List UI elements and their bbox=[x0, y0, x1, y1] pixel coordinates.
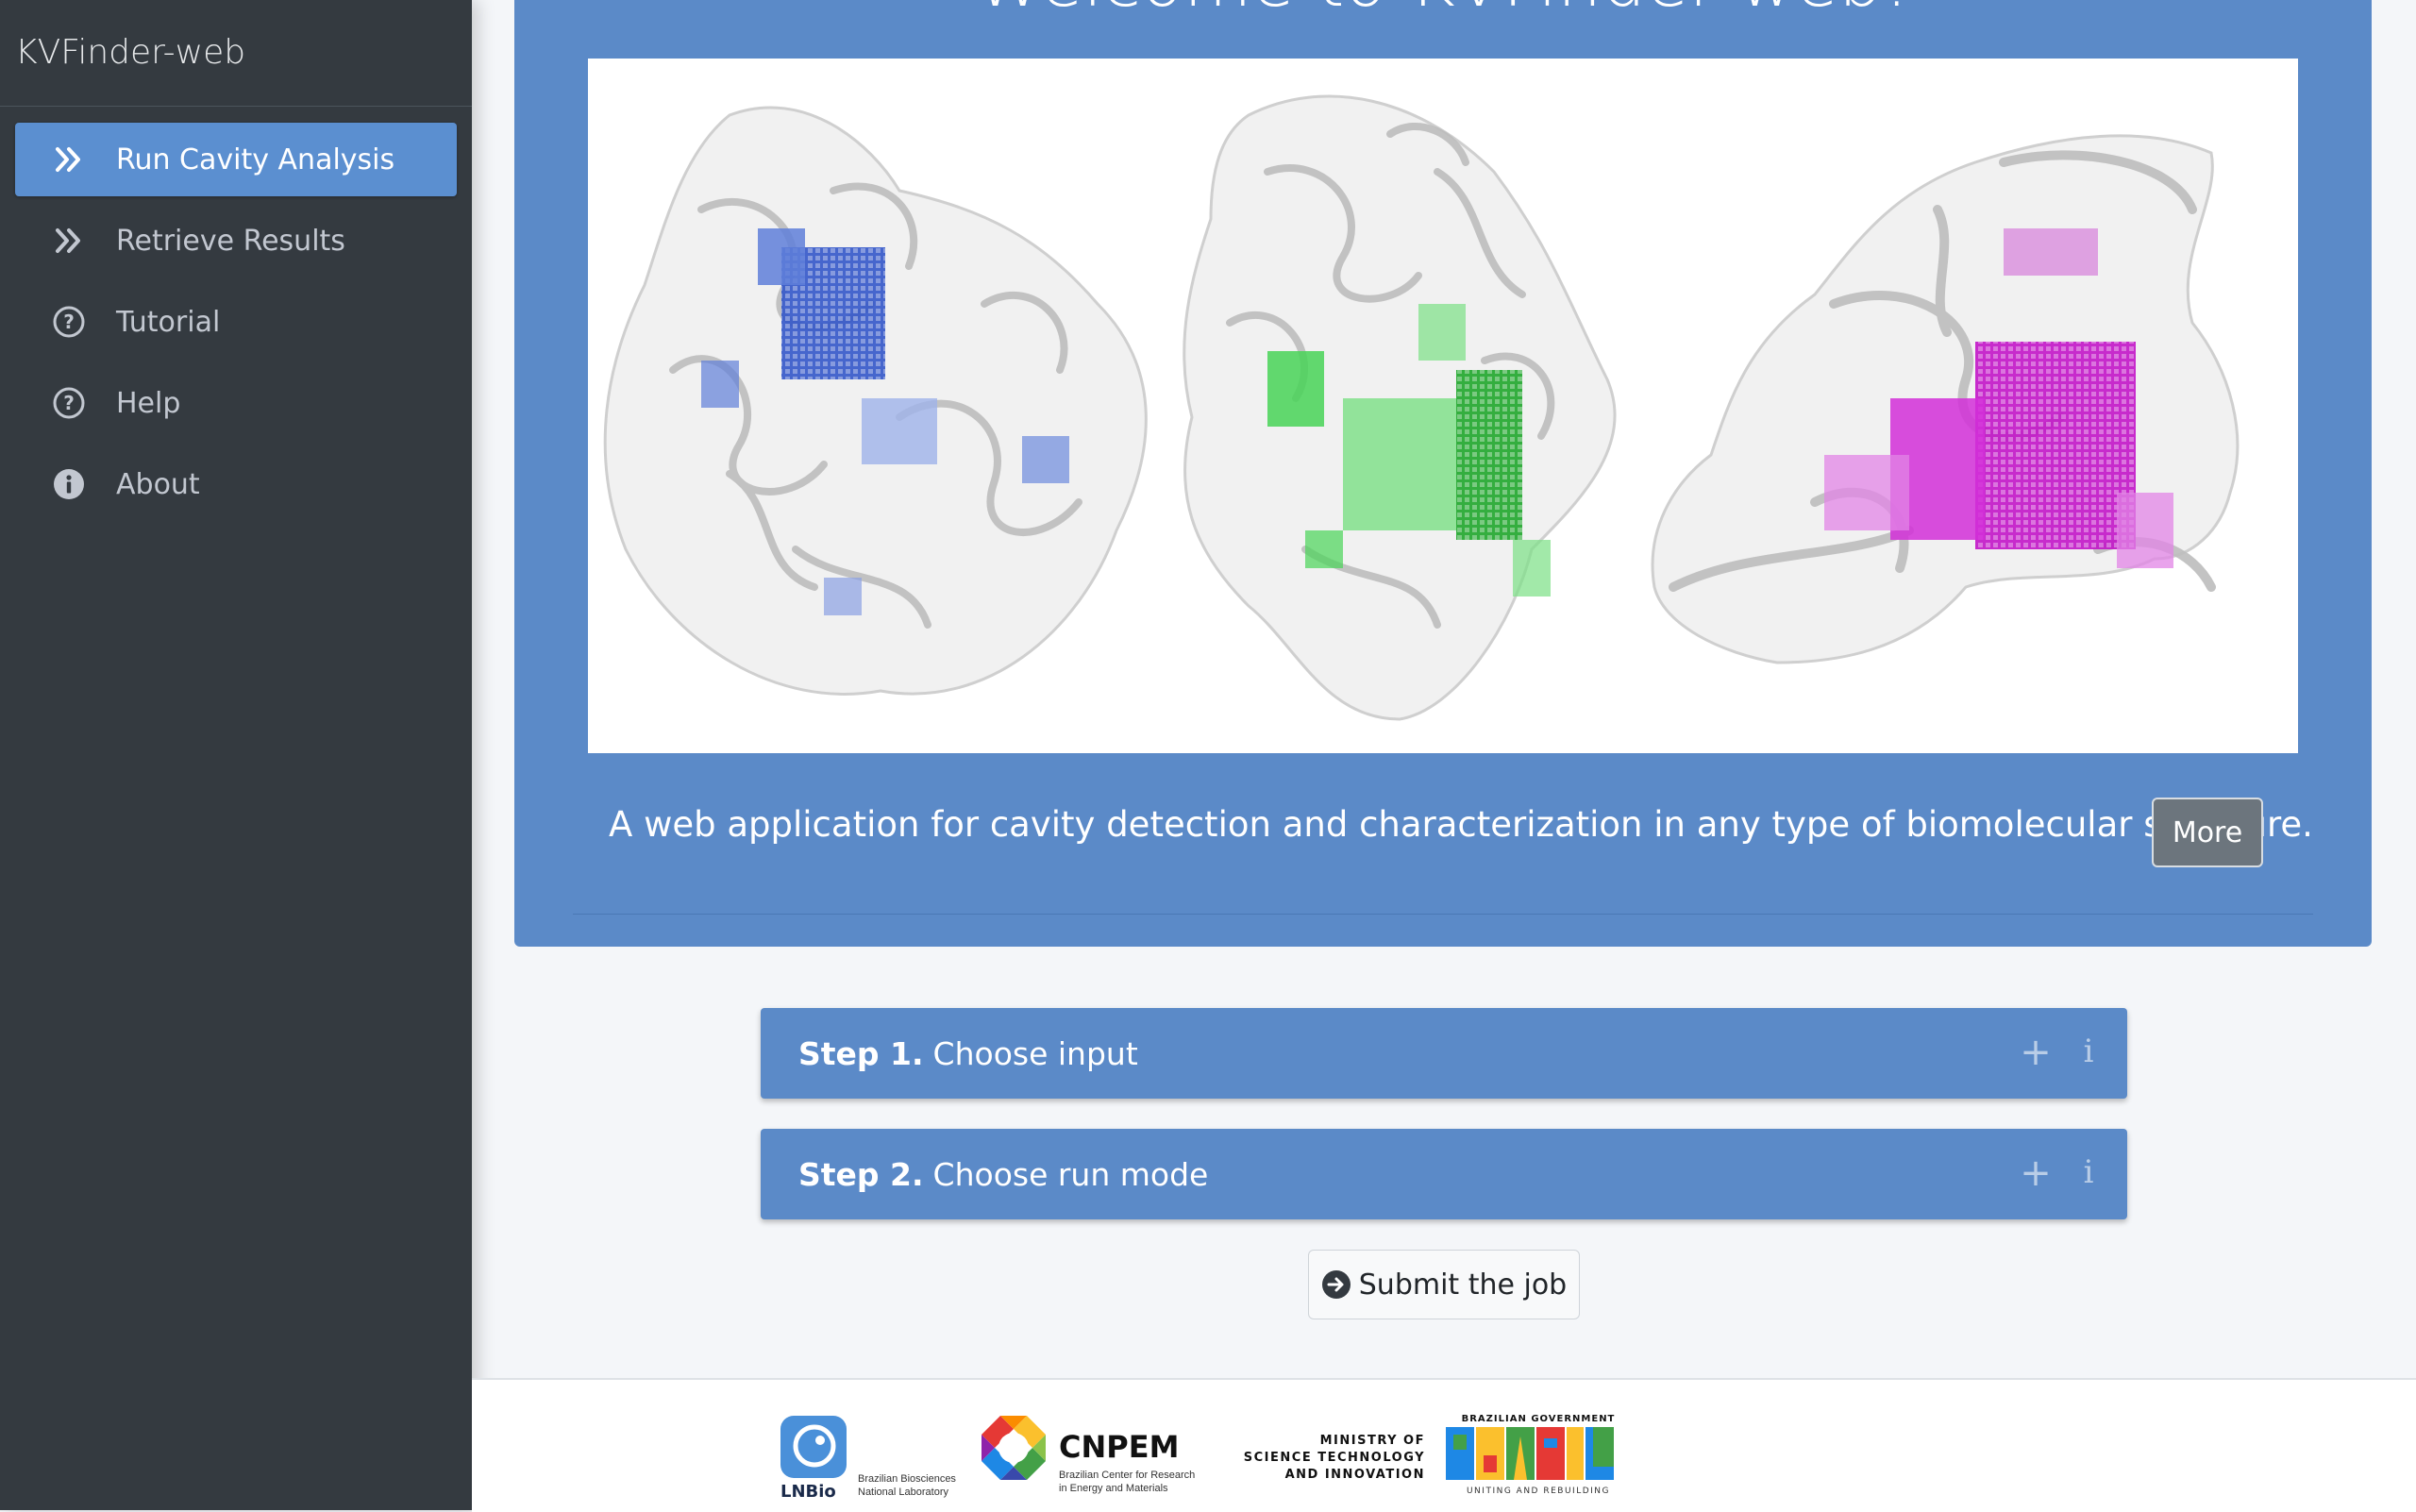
sidebar-item-about[interactable]: About bbox=[15, 447, 457, 521]
hero-title: Welcome to KVFinder-web! bbox=[514, 0, 2372, 23]
sidebar-nav: Run Cavity Analysis Retrieve Results ? T… bbox=[0, 123, 472, 521]
ministry-logo[interactable]: MINISTRY OF SCIENCE TECHNOLOGY AND INNOV… bbox=[1233, 1431, 1431, 1487]
ministry-line1: MINISTRY OF bbox=[1320, 1434, 1425, 1448]
submit-job-button[interactable]: Submit the job bbox=[1308, 1250, 1580, 1319]
hero-description: A web application for cavity detection a… bbox=[609, 804, 2313, 845]
step-2-label: Step 2. bbox=[798, 1155, 924, 1193]
hero-divider bbox=[573, 914, 2313, 915]
brazil-government-logo[interactable]: BRAZILIAN GOVERNMENT UNITING AND REBUILD… bbox=[1444, 1410, 1633, 1497]
protein-structure-1 bbox=[603, 106, 1148, 696]
sidebar: KVFinder-web Run Cavity Analysis Retriev… bbox=[0, 0, 472, 1510]
protein-cavity-illustration bbox=[588, 59, 2298, 753]
sidebar-item-tutorial[interactable]: ? Tutorial bbox=[15, 285, 457, 359]
lnbio-name: LNBio bbox=[780, 1482, 836, 1501]
cnpem-sub1: Brazilian Center for Research bbox=[1059, 1470, 1195, 1481]
cnpem-sub2: in Energy and Materials bbox=[1059, 1483, 1168, 1494]
ministry-line2: SCIENCE TECHNOLOGY bbox=[1244, 1451, 1425, 1465]
sidebar-item-label: Run Cavity Analysis bbox=[116, 143, 395, 176]
step-1-card[interactable]: Step 1. Choose input + i bbox=[761, 1008, 2127, 1099]
double-chevron-right-icon bbox=[53, 143, 85, 176]
info-circle-icon bbox=[53, 468, 85, 500]
step-2-card[interactable]: Step 2. Choose run mode + i bbox=[761, 1129, 2127, 1219]
question-circle-icon: ? bbox=[53, 387, 85, 419]
sidebar-item-label: Tutorial bbox=[116, 305, 221, 339]
double-chevron-right-icon bbox=[53, 225, 85, 257]
brand-title[interactable]: KVFinder-web bbox=[0, 0, 472, 107]
step-1-label: Step 1. bbox=[798, 1034, 924, 1072]
sidebar-item-run-cavity-analysis[interactable]: Run Cavity Analysis bbox=[15, 123, 457, 196]
sidebar-item-label: About bbox=[116, 467, 200, 501]
arrow-circle-right-icon bbox=[1321, 1270, 1351, 1299]
gov-bottom: UNITING AND REBUILDING bbox=[1467, 1487, 1610, 1496]
step-1-title: Choose input bbox=[932, 1034, 1138, 1072]
more-button[interactable]: More bbox=[2152, 798, 2263, 867]
svg-text:?: ? bbox=[63, 311, 75, 333]
sidebar-item-label: Help bbox=[116, 386, 181, 420]
info-icon[interactable]: i bbox=[2083, 1153, 2094, 1191]
lnbio-sub2: National Laboratory bbox=[858, 1487, 949, 1498]
cnpem-name: CNPEM bbox=[1059, 1429, 1179, 1465]
submit-job-label: Submit the job bbox=[1358, 1268, 1568, 1302]
expand-plus-icon[interactable]: + bbox=[2020, 1151, 2052, 1195]
step-2-title: Choose run mode bbox=[932, 1155, 1209, 1193]
protein-structure-2 bbox=[1183, 94, 1617, 721]
lnbio-logo[interactable]: LNBio Brazilian Biosciences National Lab… bbox=[779, 1416, 958, 1502]
cnpem-logo[interactable]: CNPEM Brazilian Center for Research in E… bbox=[980, 1414, 1206, 1503]
sidebar-item-retrieve-results[interactable]: Retrieve Results bbox=[15, 204, 457, 277]
expand-plus-icon[interactable]: + bbox=[2020, 1031, 2052, 1074]
gov-top: BRAZILIAN GOVERNMENT bbox=[1462, 1414, 1616, 1424]
ministry-line3: AND INNOVATION bbox=[1285, 1468, 1425, 1482]
sidebar-item-help[interactable]: ? Help bbox=[15, 366, 457, 440]
svg-text:?: ? bbox=[63, 392, 75, 414]
protein-structure-3 bbox=[1651, 134, 2240, 664]
question-circle-icon: ? bbox=[53, 306, 85, 338]
lnbio-sub1: Brazilian Biosciences bbox=[858, 1473, 956, 1485]
hero-jumbotron: Welcome to KVFinder-web! bbox=[514, 0, 2372, 947]
sidebar-item-label: Retrieve Results bbox=[116, 224, 345, 258]
info-icon[interactable]: i bbox=[2083, 1033, 2094, 1070]
footer: LNBio Brazilian Biosciences National Lab… bbox=[472, 1378, 2416, 1512]
